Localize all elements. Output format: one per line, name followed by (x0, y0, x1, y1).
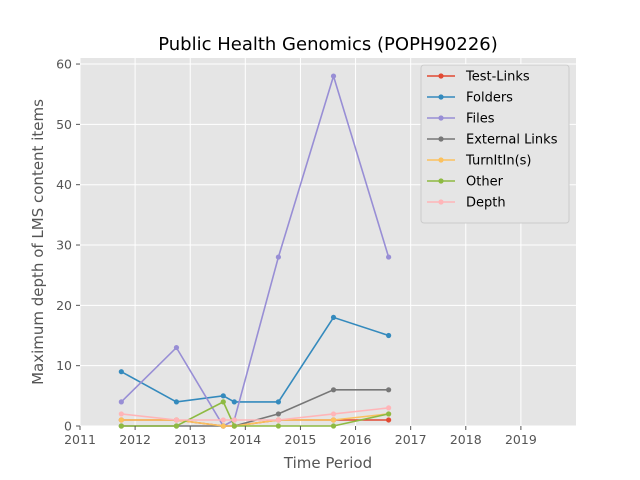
legend: Test-Links Folders Files External Links Turn… (420, 64, 570, 224)
legend-label-turnitin-s: TurnItIn(s) (465, 154, 531, 169)
data-point-depth (330, 411, 337, 417)
series-folders (118, 314, 392, 405)
data-point-folders (231, 399, 237, 405)
data-point-folders (330, 314, 337, 321)
data-point-files (330, 73, 337, 79)
legend-marker-folders (438, 94, 444, 100)
data-point-depth (275, 417, 281, 423)
data-point-external-links (330, 387, 337, 393)
legend-label-external-links: External Links (466, 133, 558, 148)
x-tick-label: 2016 (340, 432, 372, 447)
legend-label-other: Other (466, 175, 504, 190)
data-point-folders (275, 399, 281, 405)
data-point-depth (386, 405, 392, 411)
data-point-other (330, 423, 337, 429)
data-point-other (386, 411, 392, 417)
data-point-folders (386, 332, 392, 339)
y-axis-label: Maximum depth of LMS content items (29, 99, 47, 385)
data-point-external-links (386, 387, 392, 393)
chart-title: Public Health Genomics (POPH90226) (158, 34, 498, 55)
data-point-turnitin-s (220, 423, 226, 429)
x-tick-label: 2012 (119, 432, 151, 447)
legend-marker-external-links (438, 136, 444, 142)
legend-marker-files (438, 115, 444, 121)
data-point-depth (220, 417, 226, 423)
data-point-other (220, 399, 226, 405)
data-point-files (386, 254, 392, 260)
data-point-external-links (275, 411, 281, 417)
data-point-other (231, 423, 237, 429)
x-tick-label: 2018 (450, 432, 482, 447)
data-point-files (173, 344, 180, 351)
data-point-turnitin-s (118, 417, 124, 423)
data-point-other (118, 423, 124, 429)
y-tick-label: 40 (56, 177, 72, 192)
data-point-depth (231, 417, 237, 423)
legend-marker-turnitin-s (438, 157, 444, 163)
x-tick-label: 2019 (505, 432, 537, 447)
data-point-files (275, 254, 281, 260)
y-tick-label: 50 (56, 117, 72, 132)
data-point-depth (173, 417, 180, 423)
x-tick-label: 2011 (64, 432, 96, 447)
data-point-folders (118, 369, 124, 375)
data-point-depth (118, 411, 124, 417)
data-point-other (173, 423, 180, 429)
y-tick-labels: 0 10 20 30 40 50 60 (56, 57, 80, 434)
x-tick-label: 2013 (174, 432, 206, 447)
legend-marker-other (438, 178, 444, 184)
x-tick-labels: 2011 2012 2013 2014 2015 2016 2017 2018 2019 (64, 426, 537, 447)
y-tick-label: 10 (56, 358, 72, 373)
data-point-turnitin-s (330, 417, 337, 423)
legend-box (420, 64, 570, 224)
series-other (118, 399, 392, 429)
legend-label-depth: Depth (466, 196, 506, 211)
legend-marker-depth (438, 199, 444, 205)
series-group (118, 73, 392, 429)
y-tick-label: 60 (56, 57, 72, 72)
x-tick-label: 2017 (395, 432, 427, 447)
data-point-folders (173, 399, 180, 405)
x-tick-label: 2015 (285, 432, 317, 447)
y-tick-label: 30 (56, 238, 72, 253)
data-point-other (275, 423, 281, 429)
series-depth (118, 405, 392, 423)
y-tick-label: 0 (64, 419, 72, 434)
x-axis-label: Time Period (283, 454, 372, 472)
data-point-test-links (386, 417, 392, 423)
legend-marker-test-links (438, 73, 444, 79)
legend-label-files: Files (466, 112, 495, 127)
legend-label-test-links: Test-Links (465, 70, 530, 85)
x-tick-label: 2014 (229, 432, 261, 447)
data-point-folders (220, 393, 226, 399)
data-point-files (118, 399, 124, 405)
legend-label-folders: Folders (466, 91, 513, 106)
y-tick-label: 20 (56, 298, 72, 313)
